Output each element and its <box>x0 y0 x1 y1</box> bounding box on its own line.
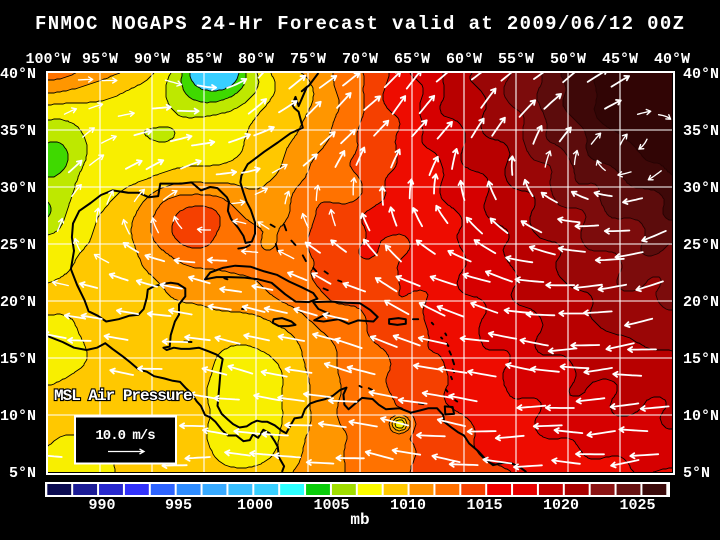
svg-text:10.0 m/s: 10.0 m/s <box>95 428 155 444</box>
svg-text:MSL Air Pressure: MSL Air Pressure <box>54 387 192 405</box>
